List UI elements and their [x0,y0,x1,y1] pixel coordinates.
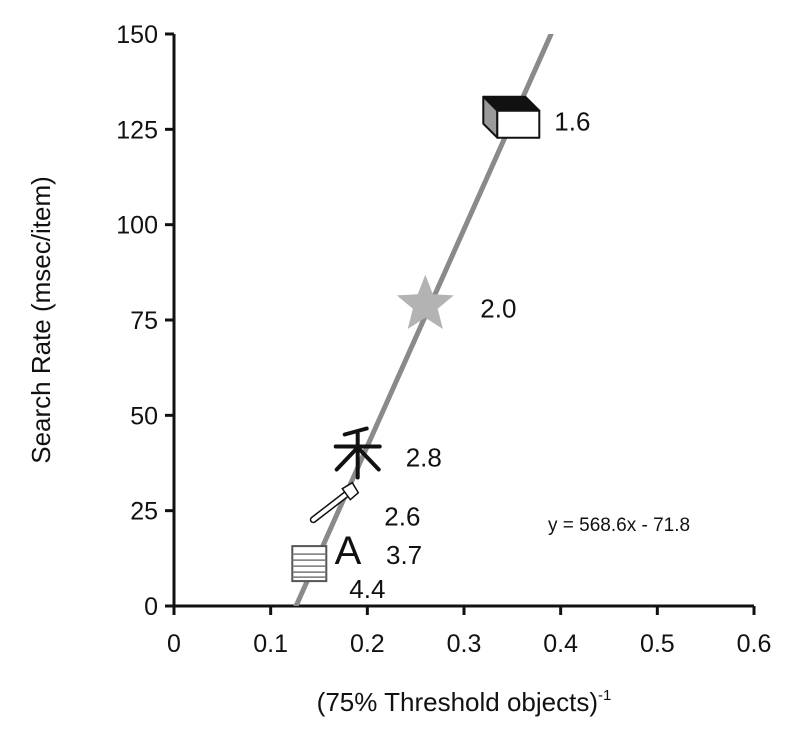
star-shape [396,274,454,329]
x-tick-label: 0.4 [543,630,578,658]
point-label: 4.4 [349,574,385,604]
y-tick-label: 75 [130,307,158,335]
axe-blade [341,481,360,501]
x-tick-label: 0.3 [447,630,482,658]
glyph-stroke [356,446,381,472]
point-label: 2.8 [406,443,442,473]
axe-handle [311,490,351,522]
glyph-stroke [342,426,369,437]
striped-box-icon: 4.4 [291,545,385,604]
box-outline [291,545,328,583]
y-tick-label: 0 [144,593,158,621]
fit-equation: y = 568.6x - 71.8 [548,515,690,536]
chinese-character-icon: 2.8 [333,426,442,480]
point-label: 1.6 [554,107,590,137]
axe-icon: 2.6 [309,481,420,532]
y-tick-label: 150 [116,21,158,49]
x-tick-label: 0 [167,630,181,658]
glyph-stroke [334,446,359,472]
letter-a-icon: A 3.7 [335,529,423,573]
point-label: 2.0 [480,294,516,324]
x-axis-title: (75% Threshold objects)-1 [317,687,612,717]
x-tick-label: 0.1 [253,630,288,658]
y-tick-label: 100 [116,212,158,240]
y-tick-label: 125 [116,116,158,144]
point-label: 3.7 [386,540,422,570]
x-tick-label: 0.6 [737,630,772,658]
x-axis-title-exponent: -1 [598,687,611,704]
cube-icon: 1.6 [482,95,590,139]
ticks: 0 25 50 75 100 125 150 0 0.1 0.2 0.3 0.4 0.5 0.6 [116,21,771,658]
x-tick-label: 0.5 [640,630,675,658]
x-tick-label: 0.2 [350,630,385,658]
points-layer: 1.6 2.0 2.8 2.6 A 3.74.4 [291,95,590,604]
point-label: 2.6 [384,502,420,532]
star-icon: 2.0 [396,274,516,329]
letter-a-glyph: A [335,529,362,573]
y-tick-label: 25 [130,498,158,526]
cube-front-face [496,109,541,139]
y-axis-title: Search Rate (msec/item) [26,176,56,464]
x-axis-title-main: (75% Threshold objects) [317,687,598,717]
y-tick-label: 50 [130,402,158,430]
